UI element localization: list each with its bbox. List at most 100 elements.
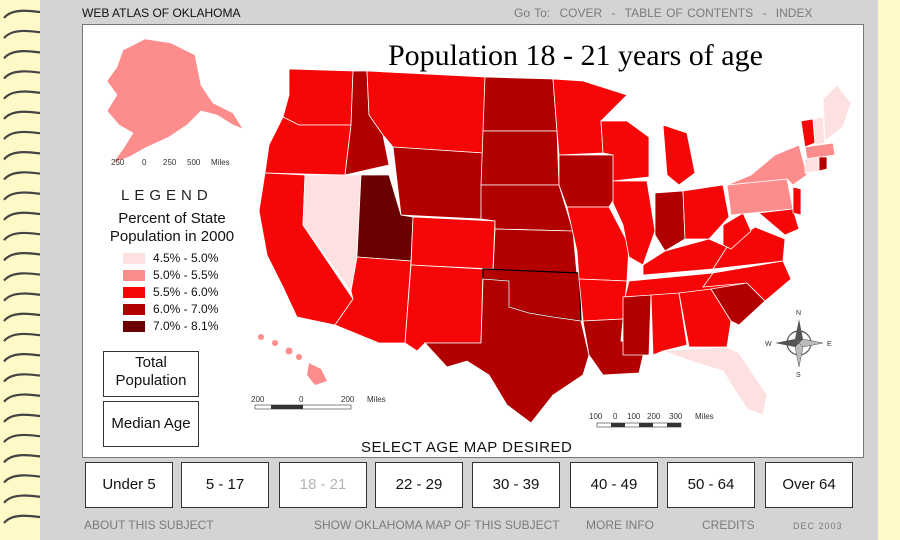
about-subject-link[interactable]: ABOUT THIS SUBJECT bbox=[84, 518, 214, 532]
state-west-virginia bbox=[722, 212, 752, 250]
state-texas bbox=[424, 278, 590, 424]
svg-text:300: 300 bbox=[669, 412, 683, 421]
median-age-button[interactable]: Median Age bbox=[103, 401, 199, 447]
header-bar: WEB ATLAS OF OKLAHOMA Go To: COVER - TAB… bbox=[82, 6, 882, 22]
credits-link[interactable]: CREDITS bbox=[702, 518, 755, 532]
us-map: 250 0 250 500 Miles 200 0 200 Miles bbox=[106, 38, 852, 428]
main-scale: 100 0 100 200 300 Miles bbox=[589, 412, 714, 428]
svg-text:0: 0 bbox=[613, 412, 618, 421]
legend-class-1: 4.5% - 5.0% bbox=[123, 251, 218, 265]
state-ohio bbox=[682, 184, 730, 240]
age-button-22-29[interactable]: 22 - 29 bbox=[375, 462, 463, 508]
state-rhode-island bbox=[818, 156, 828, 172]
compass-s: S bbox=[796, 372, 801, 379]
nav-link-table-of-contents[interactable]: TABLE OF CONTENTS bbox=[624, 6, 754, 20]
state-washington bbox=[282, 68, 354, 126]
legend-swatch bbox=[123, 287, 145, 299]
show-oklahoma-map-link[interactable]: SHOW OKLAHOMA MAP OF THIS SUBJECT bbox=[314, 518, 560, 532]
goto-nav: Go To: COVER - TABLE OF CONTENTS - INDEX bbox=[514, 6, 817, 20]
legend-swatch bbox=[123, 304, 145, 316]
state-south-carolina bbox=[710, 282, 766, 326]
svg-text:Miles: Miles bbox=[695, 412, 714, 421]
legend-swatch bbox=[123, 270, 145, 282]
map-title: Population 18 - 21 years of age bbox=[388, 39, 763, 72]
state-georgia bbox=[678, 288, 732, 348]
svg-text:500: 500 bbox=[187, 158, 201, 167]
state-alabama bbox=[650, 292, 688, 356]
svg-text:200: 200 bbox=[251, 395, 265, 404]
state-alaska bbox=[106, 38, 244, 164]
state-montana bbox=[366, 70, 486, 154]
state-arkansas bbox=[578, 278, 628, 322]
compass-w: W bbox=[765, 341, 772, 348]
svg-text:Miles: Miles bbox=[211, 158, 230, 167]
state-florida bbox=[662, 346, 768, 416]
state-oregon bbox=[264, 116, 352, 176]
state-colorado bbox=[410, 216, 496, 270]
legend-swatch bbox=[123, 321, 145, 333]
legend-heading: LEGEND bbox=[121, 187, 213, 204]
age-button-under-5[interactable]: Under 5 bbox=[85, 462, 173, 508]
nav-separator: - bbox=[611, 6, 616, 20]
state-south-dakota bbox=[480, 130, 560, 186]
svg-text:0: 0 bbox=[142, 158, 147, 167]
age-button-over-64[interactable]: Over 64 bbox=[765, 462, 853, 508]
state-new-mexico bbox=[404, 264, 484, 352]
legend-class-2: 5.0% - 5.5% bbox=[123, 268, 218, 282]
legend-class-5: 7.0% - 8.1% bbox=[123, 319, 218, 333]
svg-text:200: 200 bbox=[341, 395, 355, 404]
state-mississippi bbox=[622, 294, 652, 356]
contiguous-us bbox=[258, 68, 852, 424]
state-virginia bbox=[712, 226, 786, 270]
age-button-40-49[interactable]: 40 - 49 bbox=[570, 462, 658, 508]
age-button-5-17[interactable]: 5 - 17 bbox=[181, 462, 269, 508]
svg-text:100: 100 bbox=[589, 412, 603, 421]
state-michigan bbox=[662, 124, 696, 186]
svg-text:100: 100 bbox=[627, 412, 641, 421]
select-age-label: SELECT AGE MAP DESIRED bbox=[361, 439, 573, 456]
nav-link-index[interactable]: INDEX bbox=[775, 6, 813, 20]
state-massachusetts bbox=[804, 142, 836, 160]
hawaii-scale: 200 0 200 Miles bbox=[251, 395, 386, 410]
legend-subtitle: Percent of State Population in 2000 bbox=[109, 210, 235, 245]
state-new-york bbox=[726, 144, 808, 186]
state-maine bbox=[822, 84, 852, 142]
map-panel: 250 0 250 500 Miles 200 0 200 Miles bbox=[82, 24, 864, 458]
legend-swatch bbox=[123, 253, 145, 265]
compass-n: N bbox=[796, 310, 801, 317]
state-nebraska bbox=[480, 184, 574, 232]
total-population-button[interactable]: Total Population bbox=[103, 351, 199, 397]
state-new-hampshire bbox=[812, 116, 826, 146]
state-new-jersey bbox=[792, 186, 802, 216]
svg-text:250: 250 bbox=[163, 158, 177, 167]
state-kansas bbox=[492, 228, 578, 276]
hawaii-inset bbox=[258, 334, 327, 385]
state-wisconsin bbox=[600, 120, 650, 182]
nav-link-cover[interactable]: COVER bbox=[559, 6, 603, 20]
svg-text:250: 250 bbox=[111, 158, 125, 167]
more-info-link[interactable]: MORE INFO bbox=[586, 518, 654, 532]
atlas-title: WEB ATLAS OF OKLAHOMA bbox=[82, 6, 241, 20]
age-button-50-64[interactable]: 50 - 64 bbox=[667, 462, 755, 508]
goto-label: Go To: bbox=[514, 6, 551, 20]
state-connecticut bbox=[804, 156, 820, 174]
state-maryland-delaware bbox=[758, 208, 800, 236]
legend-class-4: 6.0% - 7.0% bbox=[123, 302, 218, 316]
state-illinois bbox=[612, 180, 656, 266]
state-north-dakota bbox=[482, 76, 558, 132]
state-wyoming bbox=[392, 146, 484, 220]
age-button-30-39[interactable]: 30 - 39 bbox=[472, 462, 560, 508]
svg-text:0: 0 bbox=[299, 395, 304, 404]
nav-separator: - bbox=[762, 6, 767, 20]
state-kentucky bbox=[642, 238, 728, 276]
state-indiana bbox=[654, 190, 686, 252]
age-button-18-21: 18 - 21 bbox=[279, 462, 367, 508]
alaska-scale: 250 0 250 500 Miles bbox=[111, 158, 230, 167]
state-vermont bbox=[800, 118, 816, 148]
legend-class-3: 5.5% - 6.0% bbox=[123, 285, 218, 299]
svg-text:200: 200 bbox=[647, 412, 661, 421]
compass-rose: N S E W bbox=[765, 310, 832, 379]
svg-text:Miles: Miles bbox=[367, 395, 386, 404]
compass-e: E bbox=[827, 341, 832, 348]
date-stamp: DEC 2003 bbox=[793, 521, 843, 531]
